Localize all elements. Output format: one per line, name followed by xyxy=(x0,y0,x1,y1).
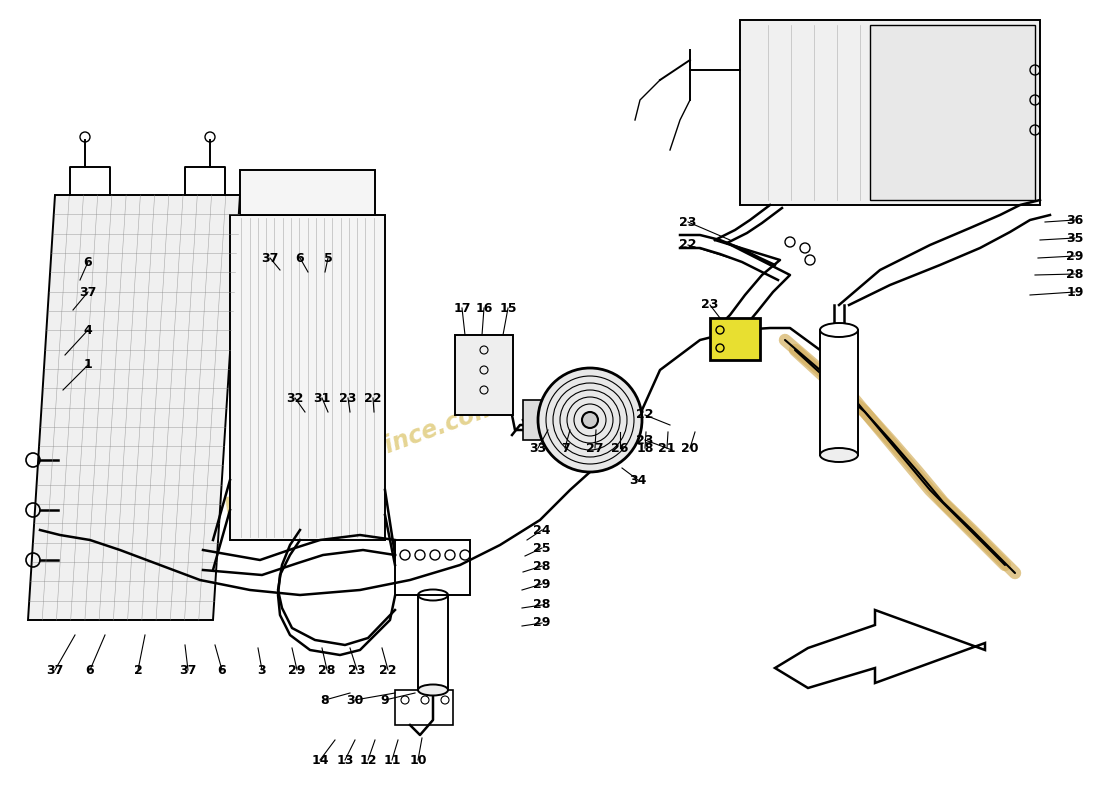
Bar xyxy=(395,690,453,725)
Polygon shape xyxy=(776,610,984,688)
Text: 36: 36 xyxy=(1066,214,1083,226)
Text: 3: 3 xyxy=(257,663,266,677)
Text: 16: 16 xyxy=(475,302,493,314)
Text: 21: 21 xyxy=(658,442,675,454)
Text: 23: 23 xyxy=(702,298,718,311)
Text: 22: 22 xyxy=(364,391,382,405)
Text: 37: 37 xyxy=(179,663,197,677)
Text: 1: 1 xyxy=(84,358,92,371)
Text: 23: 23 xyxy=(636,434,653,446)
Text: 15: 15 xyxy=(499,302,517,314)
Circle shape xyxy=(582,412,598,428)
Text: 22: 22 xyxy=(636,409,653,422)
Ellipse shape xyxy=(418,590,448,601)
Bar xyxy=(230,215,385,540)
Text: 33: 33 xyxy=(529,442,547,454)
Text: 17: 17 xyxy=(453,302,471,314)
Ellipse shape xyxy=(820,448,858,462)
Bar xyxy=(870,25,1035,200)
Text: 29: 29 xyxy=(1066,250,1083,262)
Bar xyxy=(395,540,470,595)
Text: 23: 23 xyxy=(349,663,365,677)
Text: 28: 28 xyxy=(318,663,336,677)
Text: 6: 6 xyxy=(86,663,95,677)
Text: 19: 19 xyxy=(1066,286,1083,298)
Bar xyxy=(820,330,858,455)
Text: 2: 2 xyxy=(133,663,142,677)
Text: 32: 32 xyxy=(286,391,304,405)
Text: a passion for since.com: a passion for since.com xyxy=(198,395,502,525)
Text: 22: 22 xyxy=(680,238,696,251)
Text: 26: 26 xyxy=(612,442,629,454)
Bar xyxy=(522,400,543,440)
Text: 28: 28 xyxy=(534,559,551,573)
Text: 35: 35 xyxy=(1066,231,1083,245)
Text: 6: 6 xyxy=(218,663,227,677)
Text: 25: 25 xyxy=(534,542,551,554)
Text: 28: 28 xyxy=(1066,267,1083,281)
Bar xyxy=(740,20,1040,205)
Text: 23: 23 xyxy=(339,391,356,405)
Text: 14: 14 xyxy=(311,754,329,766)
Text: 37: 37 xyxy=(46,663,64,677)
Text: 9: 9 xyxy=(381,694,389,706)
Ellipse shape xyxy=(418,685,448,695)
Text: 6: 6 xyxy=(84,255,92,269)
Text: 34: 34 xyxy=(629,474,647,486)
Text: 29: 29 xyxy=(288,663,306,677)
Text: 7: 7 xyxy=(561,442,570,454)
Text: 31: 31 xyxy=(314,391,331,405)
Polygon shape xyxy=(28,195,240,620)
Text: 28: 28 xyxy=(534,598,551,611)
Ellipse shape xyxy=(820,323,858,337)
Text: 12: 12 xyxy=(360,754,376,766)
Bar xyxy=(455,335,513,415)
Text: 30: 30 xyxy=(346,694,364,706)
Text: 27: 27 xyxy=(586,442,604,454)
Text: 20: 20 xyxy=(681,442,698,454)
Text: 29: 29 xyxy=(534,578,551,590)
Text: 6: 6 xyxy=(296,251,305,265)
Text: 18: 18 xyxy=(636,442,653,454)
Text: 24: 24 xyxy=(534,523,551,537)
Bar xyxy=(710,318,760,360)
Text: 10: 10 xyxy=(409,754,427,766)
Text: 4: 4 xyxy=(84,323,92,337)
Circle shape xyxy=(538,368,642,472)
Bar xyxy=(418,595,448,690)
Text: 11: 11 xyxy=(383,754,400,766)
Text: 13: 13 xyxy=(337,754,354,766)
Bar xyxy=(240,170,375,215)
Text: 23: 23 xyxy=(680,215,696,229)
Text: 8: 8 xyxy=(321,694,329,706)
Text: 37: 37 xyxy=(262,251,278,265)
Text: 5: 5 xyxy=(323,251,332,265)
Text: 37: 37 xyxy=(79,286,97,298)
Text: 29: 29 xyxy=(534,617,551,630)
Text: 22: 22 xyxy=(379,663,397,677)
